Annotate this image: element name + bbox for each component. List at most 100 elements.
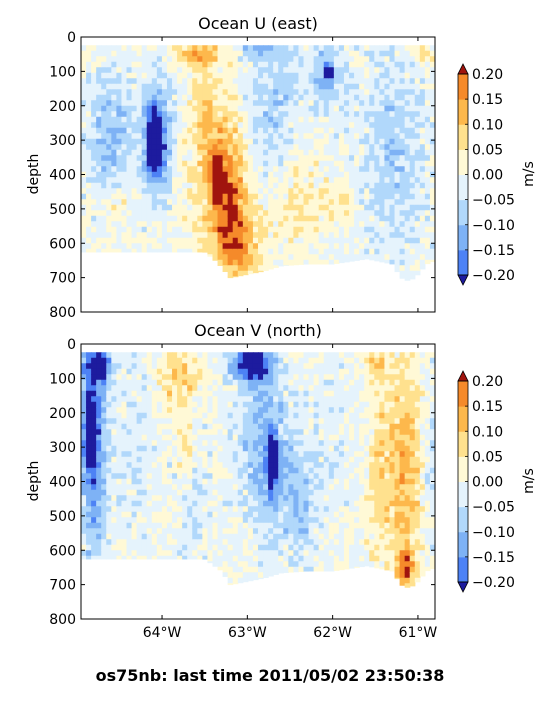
heatmap-cell xyxy=(303,528,310,535)
heatmap-cell xyxy=(126,155,133,162)
heatmap-cell xyxy=(207,61,214,68)
heatmap-cell xyxy=(399,226,406,233)
heatmap-cell xyxy=(313,539,320,546)
heatmap-cell xyxy=(359,199,365,206)
heatmap-cell xyxy=(258,149,264,156)
heatmap-cell xyxy=(278,506,284,513)
heatmap-cell xyxy=(207,94,214,101)
heatmap-cell xyxy=(389,254,396,261)
heatmap-cell xyxy=(126,484,133,491)
heatmap-cell xyxy=(252,577,259,581)
heatmap-cell xyxy=(232,544,239,551)
heatmap-cell xyxy=(227,188,234,195)
heatmap-cell xyxy=(146,379,153,386)
heatmap-cell xyxy=(328,434,335,441)
heatmap-cell xyxy=(404,254,411,261)
heatmap-cell xyxy=(419,50,426,57)
heatmap-cell xyxy=(151,144,158,151)
heatmap-cell xyxy=(293,89,300,96)
heatmap-cell xyxy=(414,138,421,145)
heatmap-cell xyxy=(212,188,219,195)
heatmap-cell xyxy=(419,166,426,173)
heatmap-cell xyxy=(293,396,300,403)
heatmap-cell xyxy=(242,50,249,57)
heatmap-cell xyxy=(96,248,102,253)
heatmap-cell xyxy=(409,177,416,184)
heatmap-cell xyxy=(81,72,87,79)
heatmap-cell xyxy=(212,67,219,74)
heatmap-cell xyxy=(252,368,259,375)
heatmap-cell xyxy=(359,105,365,112)
heatmap-cell xyxy=(288,94,294,101)
heatmap-cell xyxy=(141,517,148,524)
heatmap-cell xyxy=(237,374,244,381)
heatmap-cell xyxy=(414,171,421,178)
heatmap-cell xyxy=(232,232,239,239)
heatmap-cell xyxy=(263,199,269,206)
heatmap-cell xyxy=(308,226,315,233)
heatmap-cell xyxy=(106,204,112,211)
heatmap-cell xyxy=(293,188,300,195)
heatmap-cell xyxy=(323,423,330,430)
heatmap-cell xyxy=(131,484,138,491)
heatmap-cell xyxy=(268,500,274,507)
heatmap-cell xyxy=(333,83,340,90)
heatmap-cell xyxy=(283,429,289,436)
heatmap-cell xyxy=(429,160,435,167)
heatmap-cell xyxy=(217,445,224,452)
heatmap-cell xyxy=(217,533,224,540)
heatmap-cell xyxy=(197,418,203,425)
heatmap-cell xyxy=(283,352,289,359)
heatmap-cell xyxy=(323,440,330,447)
heatmap-cell xyxy=(323,357,330,364)
heatmap-cell xyxy=(182,363,188,370)
heatmap-cell xyxy=(252,495,259,502)
heatmap-cell xyxy=(217,401,224,408)
heatmap-cell xyxy=(197,61,203,68)
heatmap-cell xyxy=(399,56,406,63)
heatmap-cell xyxy=(273,78,279,85)
heatmap-cell xyxy=(131,368,138,375)
heatmap-cell xyxy=(151,352,158,359)
heatmap-cell xyxy=(217,352,224,359)
heatmap-cell xyxy=(182,45,188,52)
heatmap-cell xyxy=(268,188,274,195)
heatmap-cell xyxy=(116,407,123,414)
heatmap-cell xyxy=(283,357,289,364)
heatmap-cell xyxy=(409,72,416,79)
heatmap-cell xyxy=(86,467,92,474)
heatmap-cell xyxy=(116,100,123,107)
heatmap-cell xyxy=(258,155,264,162)
heatmap-cell xyxy=(293,561,300,568)
heatmap-cell xyxy=(298,138,305,145)
heatmap-cell xyxy=(156,67,163,74)
heatmap-cell xyxy=(278,204,284,211)
heatmap-cell xyxy=(197,401,203,408)
heatmap-cell xyxy=(81,489,87,496)
heatmap-cell xyxy=(96,221,102,228)
heatmap-cell xyxy=(126,221,133,228)
heatmap-cell xyxy=(116,127,123,134)
heatmap-cell xyxy=(273,368,279,375)
heatmap-cell xyxy=(81,528,87,535)
heatmap-cell xyxy=(242,210,249,217)
heatmap-cell xyxy=(359,100,365,107)
heatmap-cell xyxy=(333,363,340,370)
heatmap-cell xyxy=(242,418,249,425)
heatmap-cell xyxy=(242,221,249,228)
heatmap-cell xyxy=(141,204,148,211)
heatmap-cell xyxy=(429,248,435,255)
heatmap-cell xyxy=(131,89,138,96)
heatmap-cell xyxy=(172,177,178,184)
heatmap-cell xyxy=(349,116,355,123)
heatmap-cell xyxy=(166,248,173,253)
heatmap-cell xyxy=(237,352,244,359)
heatmap-cell xyxy=(273,138,279,145)
heatmap-cell xyxy=(146,401,153,408)
heatmap-cell xyxy=(212,94,219,101)
heatmap-cell xyxy=(263,144,269,151)
heatmap-cell xyxy=(338,517,345,524)
heatmap-cell xyxy=(121,555,128,560)
heatmap-cell xyxy=(156,188,163,195)
heatmap-cell xyxy=(247,226,254,233)
